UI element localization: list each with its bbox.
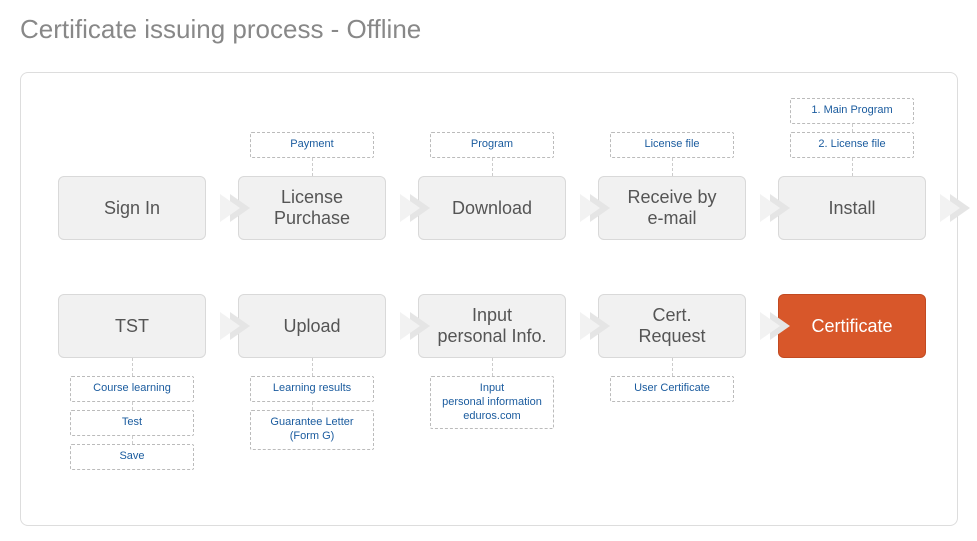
arrow-r0-c3 bbox=[770, 194, 790, 222]
connector-top-n-licfile bbox=[672, 158, 673, 176]
page-title: Certificate issuing process - Offline bbox=[0, 0, 977, 45]
note-n-lresults: Learning results bbox=[250, 376, 374, 402]
connector-bot-n-course bbox=[132, 358, 133, 376]
connector-bot-n-lresults bbox=[312, 358, 313, 376]
node-install: Install bbox=[778, 176, 926, 240]
arrow-r0-c4 bbox=[950, 194, 970, 222]
connector-bot-n-save bbox=[132, 436, 133, 444]
connector-bot-n-test bbox=[132, 402, 133, 410]
arrow-r0-c0 bbox=[230, 194, 250, 222]
note-n-gletter: Guarantee Letter (Form G) bbox=[250, 410, 374, 450]
node-upload: Upload bbox=[238, 294, 386, 358]
connector-top-n-licfile2 bbox=[852, 158, 853, 176]
note-n-usercert: User Certificate bbox=[610, 376, 734, 402]
note-n-main: 1. Main Program bbox=[790, 98, 914, 124]
note-n-licfile: License file bbox=[610, 132, 734, 158]
node-cert-req: Cert. Request bbox=[598, 294, 746, 358]
node-receive: Receive by e-mail bbox=[598, 176, 746, 240]
arrow-r1-c3 bbox=[770, 312, 790, 340]
node-license: License Purchase bbox=[238, 176, 386, 240]
connector-top-n-main bbox=[852, 124, 853, 132]
arrow-r1-c0 bbox=[230, 312, 250, 340]
note-n-test: Test bbox=[70, 410, 194, 436]
node-input: Input personal Info. bbox=[418, 294, 566, 358]
node-sign-in: Sign In bbox=[58, 176, 206, 240]
note-n-inputpi: Input personal information eduros.com bbox=[430, 376, 554, 429]
connector-bot-n-usercert bbox=[672, 358, 673, 376]
connector-bot-n-gletter bbox=[312, 402, 313, 410]
note-n-save: Save bbox=[70, 444, 194, 470]
node-certificate: Certificate bbox=[778, 294, 926, 358]
note-n-course: Course learning bbox=[70, 376, 194, 402]
arrow-r1-c2 bbox=[590, 312, 610, 340]
connector-top-n-program bbox=[492, 158, 493, 176]
note-n-licfile2: 2. License file bbox=[790, 132, 914, 158]
note-n-payment: Payment bbox=[250, 132, 374, 158]
arrow-r0-c1 bbox=[410, 194, 430, 222]
arrow-r1-c1 bbox=[410, 312, 430, 340]
arrow-r0-c2 bbox=[590, 194, 610, 222]
connector-top-n-payment bbox=[312, 158, 313, 176]
node-tst: TST bbox=[58, 294, 206, 358]
connector-bot-n-inputpi bbox=[492, 358, 493, 376]
node-download: Download bbox=[418, 176, 566, 240]
note-n-program: Program bbox=[430, 132, 554, 158]
